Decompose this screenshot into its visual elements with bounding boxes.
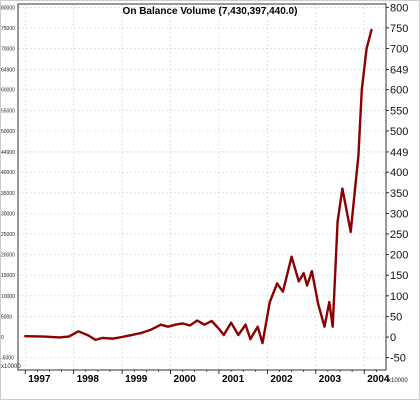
y-tick-label-right: 750 (390, 23, 408, 35)
y-tick-label-right: 800 (390, 2, 408, 14)
y-tick-label-left: 30000 (1, 211, 15, 217)
y-tick-label-left: 55000 (1, 108, 15, 114)
y-tick-label-right: 50 (390, 311, 402, 323)
y-tick-label-left: 25000 (1, 232, 15, 238)
y-tick-label-right: 700 (390, 44, 408, 56)
x-tick-label: 2003 (319, 374, 342, 385)
y-tick-label-left: 40000 (1, 170, 15, 176)
y-tick-label-left: 20000 (1, 253, 15, 259)
y-tick-label-right: 300 (390, 208, 408, 220)
grid-layer (18, 4, 386, 370)
y-tick-label-right: 350 (390, 188, 408, 200)
y-tick-label-right: 550 (390, 105, 408, 117)
y-tick-label-left: 50000 (1, 129, 15, 135)
y-tick-label-left: 15000 (1, 273, 15, 279)
left-unit-label: x10000 (1, 364, 21, 370)
x-tick-label: 1998 (77, 374, 100, 385)
y-tick-label-right: 600 (390, 85, 408, 97)
x-tick-label: 1999 (125, 374, 148, 385)
y-tick-label-right: 0 (390, 332, 396, 344)
plot-area-border (17, 3, 387, 371)
y-tick-label-left: 5000 (1, 314, 12, 320)
y-tick-label-left: 10000 (1, 294, 15, 300)
x-tick-label: 2002 (270, 374, 293, 385)
y-tick-label-right: 500 (390, 126, 408, 138)
y-tick-label-left: 60000 (1, 88, 15, 94)
y-tick-label-left: 0 (1, 335, 4, 341)
y-tick-label-left: 64900 (1, 68, 15, 74)
y-tick-label-right: 449 (390, 147, 408, 159)
x-tick-label: 2001 (222, 374, 245, 385)
x-tick-label: 2004 (367, 374, 390, 385)
y-tick-label-right: 150 (390, 270, 408, 282)
y-tick-label-right: 200 (390, 250, 408, 262)
y-tick-label-left: -5000 (1, 356, 14, 362)
y-tick-label-right: 649 (390, 65, 408, 77)
chart-title: On Balance Volume (7,430,397,440.0) (123, 6, 298, 17)
x-tick-label: 2000 (174, 374, 197, 385)
series-layer (24, 28, 373, 345)
y-tick-label-left: 80000 (1, 5, 15, 11)
obv-series-line (24, 28, 373, 345)
y-tick-label-right: 100 (390, 291, 408, 303)
x-tick-label: 1997 (28, 374, 51, 385)
y-tick-label-left: 70000 (1, 47, 15, 53)
y-tick-label-left: 35000 (1, 191, 15, 197)
y-tick-label-left: 75000 (1, 26, 15, 32)
axis-layer: -50 -5000 0 0 50 5000 100 10000 150 15000 200 20000… (1, 2, 408, 385)
y-tick-label-left: 44900 (1, 150, 15, 156)
y-tick-label-right: 250 (390, 229, 408, 241)
y-tick-label-right: 400 (390, 167, 408, 179)
y-tick-label-right: -50 (390, 353, 406, 365)
right-unit-label: x10000 (388, 378, 408, 384)
